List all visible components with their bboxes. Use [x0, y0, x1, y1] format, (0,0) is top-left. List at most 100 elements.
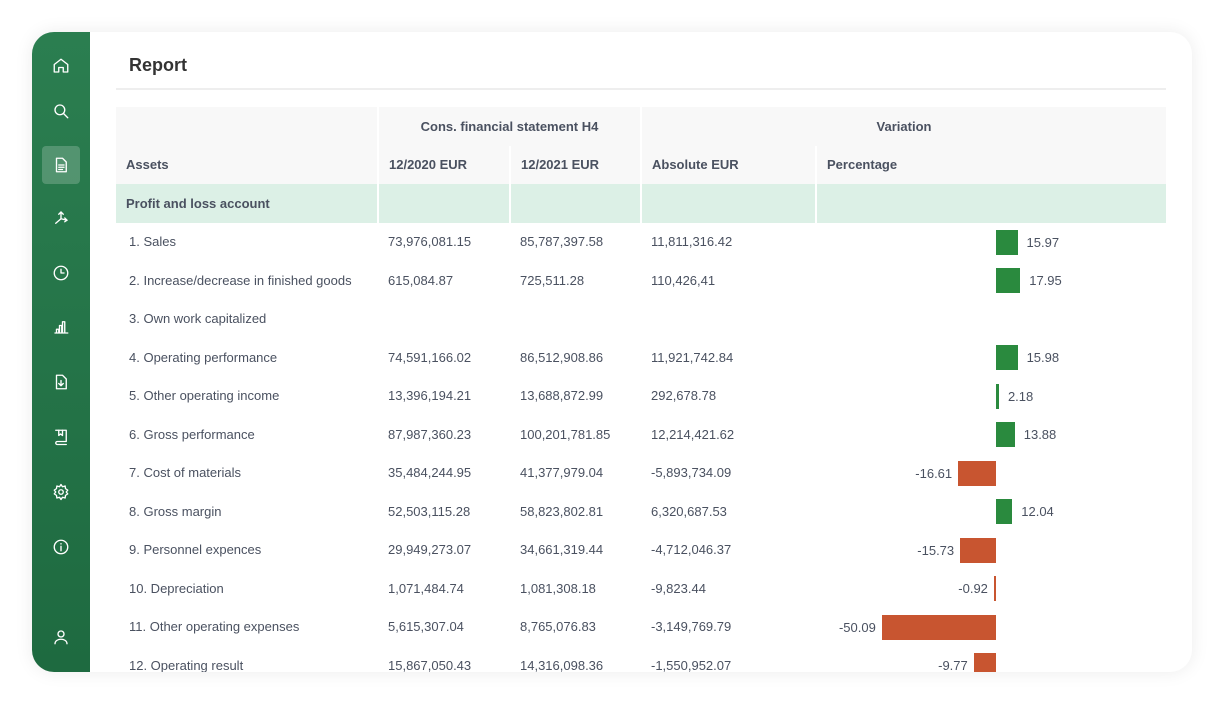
value-absolute: -3,149,769.79 [651, 619, 732, 635]
percentage-label: 2.18 [1007, 388, 1034, 404]
positive-bar [996, 383, 999, 409]
negative-bar [960, 537, 996, 563]
percentage-label: 13.88 [1023, 427, 1057, 442]
negative-bar [958, 460, 996, 486]
nav-info[interactable] [42, 528, 80, 566]
table-row[interactable]: 10. Depreciation 1,071,484.74 1,081,308.… [116, 569, 1166, 608]
value-absolute: -4,712,046.37 [651, 542, 732, 558]
home-icon [53, 58, 69, 73]
percentage-label: -15.73 [917, 542, 955, 558]
table-row[interactable]: 8. Gross margin 52,503,115.28 58,823,802… [116, 492, 1166, 531]
percentage-cell: 15.98 [816, 338, 1166, 377]
nav-share[interactable] [42, 199, 80, 237]
row-label: 4. Operating performance [129, 349, 278, 365]
percentage-label: 12.04 [1021, 504, 1054, 519]
chart-icon [54, 321, 69, 334]
nav-search[interactable] [42, 92, 80, 130]
percentage-label: -0.92 [958, 581, 988, 596]
report-table: Cons. financial statement H4 Variation A… [116, 107, 1167, 672]
percentage-cell: 17.95 [816, 261, 1166, 300]
percentage-label: 15.97 [1026, 234, 1060, 250]
value-absolute: -9,823.44 [651, 580, 706, 596]
table-row[interactable]: 3. Own work capitalized [116, 300, 1166, 339]
percentage-cell: -50.09 [816, 608, 1166, 647]
col-percentage[interactable]: Percentage [814, 145, 1167, 184]
percentage-cell: 12.04 [816, 492, 1166, 531]
col-absolute[interactable]: Absolute EUR [640, 145, 816, 184]
table-row[interactable]: 6. Gross performance 87,987,360.23 100,2… [116, 415, 1166, 454]
negative-bar [881, 614, 996, 640]
nav-report[interactable] [42, 146, 80, 184]
value-absolute: -5,893,734.09 [651, 465, 732, 481]
search-icon [54, 104, 69, 119]
table-row[interactable]: 5. Other operating income 13,396,194.21 … [116, 377, 1166, 416]
info-icon [53, 539, 69, 555]
percentage-label: -50.09 [838, 619, 876, 635]
table-row[interactable]: 1. Sales 73,976,081.15 85,787,397.58 11,… [116, 223, 1166, 262]
value-2020: 87,987,360.23 [388, 426, 472, 442]
value-absolute: 12,214,421.62 [651, 426, 735, 442]
percentage-cell [816, 300, 1166, 339]
book-icon [55, 429, 67, 446]
value-2021: 8,765,076.83 [520, 619, 596, 635]
group-row[interactable]: Profit and loss account [116, 184, 1167, 223]
percentage-cell: -9.77 [816, 646, 1166, 672]
nav-download[interactable] [42, 363, 80, 401]
positive-bar [996, 422, 1015, 447]
value-2020: 13,396,194.21 [388, 388, 472, 404]
table-row[interactable]: 2. Increase/decrease in finished goods 6… [116, 261, 1166, 300]
value-2020: 73,976,081.15 [388, 234, 472, 250]
value-2021: 725,511.28 [520, 272, 585, 288]
nav-user[interactable] [42, 618, 80, 656]
table-row[interactable]: 9. Personnel expences 29,949,273.07 34,6… [116, 531, 1166, 570]
col-2021[interactable]: 12/2021 EUR [509, 145, 641, 184]
group-label: Profit and loss account [116, 184, 378, 223]
value-2020: 15,867,050.43 [388, 657, 472, 672]
nav-home[interactable] [42, 47, 80, 85]
table-row[interactable]: 4. Operating performance 74,591,166.02 8… [116, 338, 1166, 377]
value-2021: 58,823,802.81 [520, 503, 604, 519]
percentage-label: 17.95 [1029, 273, 1062, 288]
negative-bar [993, 576, 996, 601]
nav-book[interactable] [42, 418, 80, 456]
gear-icon [53, 483, 69, 501]
row-label: 12. Operating result [129, 657, 244, 672]
value-absolute: 292,678.78 [651, 388, 717, 404]
table-row[interactable]: 11. Other operating expenses 5,615,307.0… [116, 608, 1166, 647]
table-row[interactable]: 7. Cost of materials 35,484,244.95 41,37… [116, 454, 1166, 493]
percentage-cell: -0.92 [816, 569, 1166, 608]
positive-bar [996, 345, 1018, 370]
header-group-statement: Cons. financial statement H4 [377, 107, 641, 146]
nav-chart[interactable] [42, 308, 80, 346]
value-2020: 1,071,484.74 [388, 580, 464, 596]
value-2020 [378, 300, 510, 339]
nav-gear[interactable] [42, 473, 80, 511]
value-2021: 1,081,308.18 [520, 580, 596, 596]
download-icon [55, 374, 67, 390]
percentage-label: -9.77 [938, 658, 968, 672]
row-label: 10. Depreciation [129, 580, 224, 596]
positive-bar [996, 229, 1018, 255]
row-label: 5. Other operating income [129, 388, 280, 404]
row-label: 2. Increase/decrease in finished goods [129, 272, 352, 288]
row-label: 11. Other operating expenses [129, 619, 300, 635]
nav-history[interactable] [42, 254, 80, 292]
report-icon [55, 157, 67, 173]
value-2021: 86,512,908.86 [520, 349, 604, 365]
value-2021: 41,377,979.04 [520, 465, 604, 481]
col-2020[interactable]: 12/2020 EUR [377, 145, 510, 184]
percentage-cell: 13.88 [816, 415, 1166, 454]
negative-bar [973, 653, 996, 672]
value-absolute: 110,426,41 [651, 272, 716, 288]
table-row[interactable]: 12. Operating result 15,867,050.43 14,31… [116, 646, 1166, 672]
percentage-cell: 2.18 [816, 377, 1166, 416]
row-label: 6. Gross performance [129, 426, 255, 442]
sidebar [32, 32, 90, 672]
value-absolute: 11,811,316.42 [651, 234, 733, 250]
col-assets[interactable]: Assets [116, 145, 378, 184]
header-group-row: Cons. financial statement H4 Variation [116, 107, 1167, 146]
page-title: Report [129, 55, 187, 75]
value-2020: 615,084.87 [388, 272, 454, 288]
row-label: 1. Sales [129, 234, 176, 250]
percentage-cell: 15.97 [816, 223, 1166, 262]
